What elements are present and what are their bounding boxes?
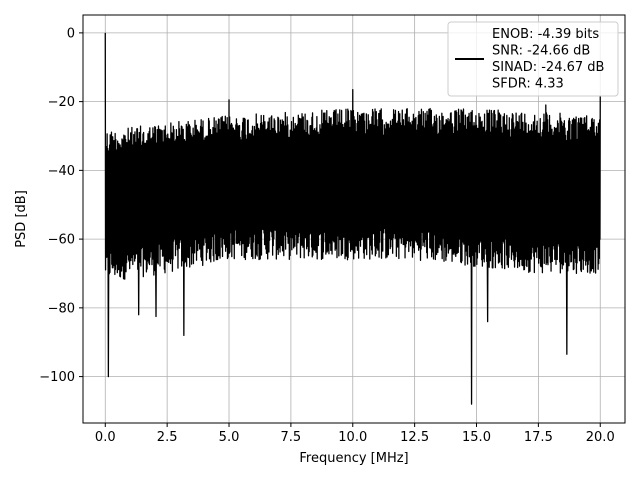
x-tick-label: 5.0 (219, 430, 240, 445)
legend-entry-sfdr: SFDR: 4.33 (492, 77, 564, 92)
legend-entry-sinad: SINAD: -24.67 dB (492, 60, 604, 75)
legend-box (447, 21, 619, 97)
x-tick-label: 7.5 (281, 430, 302, 445)
x-tick-label: 2.5 (157, 430, 178, 445)
y-tick-label: −20 (48, 95, 75, 110)
psd-series (104, 32, 601, 405)
x-tick-label: 12.5 (400, 430, 429, 445)
plot-frame (82, 14, 626, 424)
y-tick-label: −40 (48, 164, 75, 179)
y-axis-title: PSD [dB] (14, 190, 29, 248)
x-tick-label: 20.0 (586, 430, 615, 445)
psd-line (104, 32, 601, 405)
x-tick-label: 10.0 (338, 430, 367, 445)
y-tick-label: −100 (39, 370, 75, 385)
y-tick-label: 0 (67, 26, 75, 41)
legend-entry-enob: ENOB: -4.39 bits (492, 27, 599, 42)
y-tick-label: −60 (48, 233, 75, 248)
legend-entry-snr: SNR: -24.66 dB (492, 44, 590, 59)
x-tick-label: 17.5 (524, 430, 553, 445)
axis-ticks: 0.0 2.5 5.0 7.5 10.0 12.5 15.0 17.5 20.0 0 −20 −40 −… (39, 26, 614, 445)
legend: ENOB: -4.39 bits SNR: -24.66 dB SINAD: -… (447, 21, 619, 97)
x-axis-title: Frequency [MHz] (299, 451, 408, 466)
x-tick-label: 15.0 (462, 430, 491, 445)
x-tick-label: 0.0 (95, 430, 116, 445)
y-tick-label: −80 (48, 301, 75, 316)
